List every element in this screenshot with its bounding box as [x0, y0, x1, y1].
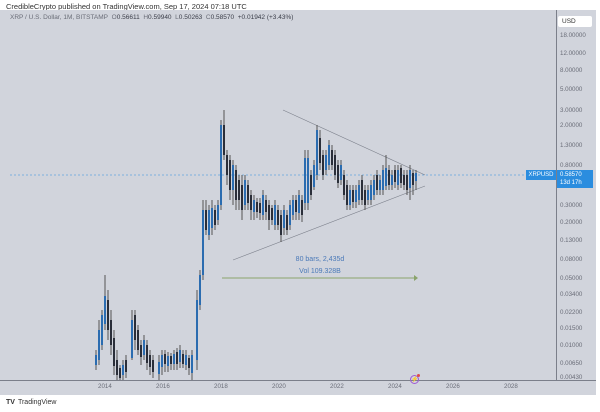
candles: [95, 110, 417, 380]
price-tick: 0.20000: [560, 219, 583, 226]
date-range-measure[interactable]: 80 bars, 2,435d Vol 109.328B: [270, 254, 370, 278]
high-value: 0.59940: [148, 14, 172, 21]
open-value: 0.56611: [116, 14, 140, 21]
price-tick: 0.13000: [560, 237, 583, 244]
low-value: 0.50263: [178, 14, 203, 21]
close-value: 0.58570: [210, 14, 235, 21]
time-tick: 2026: [446, 383, 460, 390]
tradingview-brand: TV TradingView: [6, 399, 57, 406]
upper-trendline: [282, 109, 426, 176]
symbol-price-label: XRPUSD: [526, 170, 556, 180]
time-tick: 2018: [214, 383, 228, 390]
price-tick: 0.01000: [560, 342, 583, 349]
price-chart-canvas[interactable]: [0, 10, 556, 380]
price-tick: 0.00430: [560, 374, 583, 381]
price-tick: 0.00650: [560, 360, 583, 367]
time-tick: 2024: [388, 383, 402, 390]
time-axis[interactable]: [0, 380, 596, 396]
price-tick: 12.00000: [560, 50, 586, 57]
price-tick: 18.00000: [560, 32, 586, 39]
price-tick: 0.03400: [560, 291, 583, 298]
time-tick: 2014: [98, 383, 112, 390]
price-tick: 3.00000: [560, 107, 583, 114]
price-tick: 0.30000: [560, 202, 583, 209]
bars-count: 80 bars, 2,435d: [295, 256, 345, 263]
price-tick: 5.00000: [560, 86, 583, 93]
bar-countdown: 13d 17h: [560, 180, 582, 186]
price-tick: 8.00000: [560, 67, 583, 74]
current-price-label: 0.58570 13d 17h: [557, 170, 593, 188]
price-tick: 1.30000: [560, 142, 583, 149]
symbol-label: XRP / U.S. Dollar, 1M, BITSTAMP: [10, 14, 109, 21]
ohlc-legend: XRP / U.S. Dollar, 1M, BITSTAMP O0.56611…: [10, 14, 294, 21]
price-tick: 0.05000: [560, 275, 583, 282]
change-value: +0.01942 (+3.43%): [237, 14, 294, 21]
currency-button[interactable]: USD: [558, 16, 592, 27]
price-tick: 0.08000: [560, 256, 583, 263]
price-tick: 2.00000: [560, 122, 583, 129]
price-axis[interactable]: [556, 10, 597, 380]
publish-caption: CredibleCrypto published on TradingView.…: [6, 2, 247, 11]
lower-trendline: [232, 185, 426, 261]
volume-total: Vol 109.328B: [299, 268, 341, 275]
lightning-event-icon[interactable]: ⚡: [410, 374, 420, 384]
time-tick: 2022: [330, 383, 344, 390]
price-tick: 0.02200: [560, 309, 583, 316]
tradingview-logo-icon: TV: [6, 399, 15, 406]
time-tick: 2020: [272, 383, 286, 390]
time-tick: 2016: [156, 383, 170, 390]
price-tick: 0.80000: [560, 162, 583, 169]
time-tick: 2028: [504, 383, 518, 390]
price-tick: 0.01500: [560, 325, 583, 332]
